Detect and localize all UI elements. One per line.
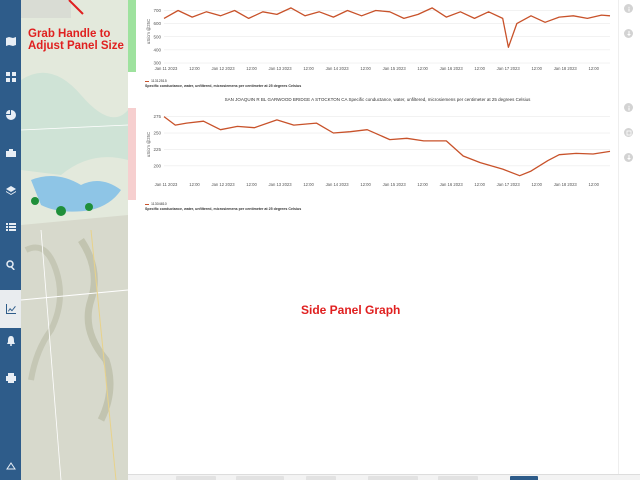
x-tick-label: Jan 13 2023: [269, 66, 293, 71]
grab-handle-top[interactable]: [128, 0, 136, 72]
y-axis-label: uS/cm @25C: [146, 132, 151, 157]
chart-icon[interactable]: [0, 290, 21, 328]
x-tick-label: Jan 14 2023: [326, 182, 350, 187]
x-tick-label: 12:00: [303, 182, 314, 187]
x-tick-label: 12:00: [531, 66, 542, 71]
icon-rail: [0, 0, 21, 480]
map-view[interactable]: Grab Handle to Adjust Panel Size: [21, 0, 128, 480]
pie-icon[interactable]: [0, 104, 21, 126]
y-tick-label: 300: [153, 61, 161, 66]
x-tick-label: Jan 11 2023: [155, 182, 178, 187]
map-graphic: [21, 0, 128, 480]
toolbar-button[interactable]: [176, 476, 216, 480]
x-tick-label: 12:00: [474, 66, 485, 71]
y-tick-label: 400: [153, 47, 161, 52]
chart-2: 200 225 250 275 Jan 11 2023 12:00 Jan 12 2023 1…: [146, 114, 611, 187]
bottom-toolbar: [128, 474, 640, 480]
x-tick-label: 12:00: [189, 182, 200, 187]
x-tick-label: Jan 14 2023: [326, 66, 350, 71]
y-tick-label: 225: [153, 147, 161, 152]
x-tick-label: Jan 15 2023: [383, 182, 407, 187]
x-tick-label: Jan 13 2023: [269, 182, 293, 187]
grab-handle-annotation: Grab Handle to Adjust Panel Size: [28, 28, 124, 52]
x-tick-label: Jan 17 2023: [497, 66, 521, 71]
y-tick-label: 200: [153, 163, 161, 168]
y-tick-label: 250: [153, 131, 161, 136]
toolbar-button[interactable]: [438, 476, 478, 480]
x-tick-label: Jan 15 2023: [383, 66, 407, 71]
y-tick-label: 600: [153, 21, 161, 26]
chart-1: 300 400 500 600 700 Jan 11 2023 12:00 Jan 12 20…: [146, 7, 611, 71]
x-tick-label: Jan 11 2023: [155, 66, 178, 71]
x-tick-label: 12:00: [246, 66, 257, 71]
x-tick-label: Jan 18 2023: [554, 182, 578, 187]
x-tick-label: Jan 17 2023: [497, 182, 521, 187]
collapse-icon[interactable]: [0, 455, 21, 477]
x-tick-label: 12:00: [189, 66, 200, 71]
expand-icon[interactable]: [624, 128, 633, 137]
y-axis-label: uS/cm @25C: [146, 19, 151, 44]
x-tick-label: 12:00: [417, 182, 428, 187]
y-tick-label: 275: [153, 114, 161, 119]
download-icon[interactable]: [624, 153, 633, 162]
info-icon[interactable]: [624, 4, 633, 13]
toolbar-button[interactable]: [236, 476, 284, 480]
x-tick-label: 12:00: [588, 182, 599, 187]
side-panel-annotation: Side Panel Graph: [301, 303, 401, 317]
toolbar-button[interactable]: [368, 476, 418, 480]
map-icon[interactable]: [0, 30, 21, 52]
grab-handle-bottom[interactable]: [128, 108, 136, 200]
x-tick-label: 12:00: [360, 182, 371, 187]
y-tick-label: 700: [153, 8, 161, 13]
grid-icon[interactable]: [0, 66, 21, 88]
site-marker: [31, 197, 39, 205]
bell-icon[interactable]: [0, 330, 21, 352]
print-icon[interactable]: [0, 367, 21, 389]
x-tick-label: Jan 16 2023: [440, 182, 464, 187]
x-tick-label: 12:00: [360, 66, 371, 71]
download-icon[interactable]: [624, 29, 633, 38]
legend-desc: Specific conductance, water, unfiltered,…: [145, 207, 302, 211]
legend-id: 11304810: [151, 202, 167, 206]
series-line: [163, 7, 611, 48]
side-panel: 300 400 500 600 700 Jan 11 2023 12:00 Jan 12 20…: [137, 0, 618, 480]
x-tick-label: 12:00: [246, 182, 257, 187]
chart-2-legend: 11304810 Specific conductance, water, un…: [145, 202, 301, 211]
site-marker: [85, 203, 93, 211]
x-tick-label: 12:00: [303, 66, 314, 71]
legend-id: 11312515: [151, 79, 167, 83]
x-tick-label: Jan 12 2023: [212, 66, 236, 71]
info-icon[interactable]: [624, 103, 633, 112]
x-tick-label: 12:00: [531, 182, 542, 187]
site-marker-selected: [56, 206, 66, 216]
chart-2-title: SAN JOAQUIN R BL GARWOOD BRIDGE A STOCKT…: [224, 97, 531, 102]
briefcase-icon[interactable]: [0, 142, 21, 164]
list-icon[interactable]: [0, 216, 21, 238]
chart-tools-rail: [618, 0, 640, 480]
x-tick-label: Jan 12 2023: [212, 182, 236, 187]
x-tick-label: 12:00: [417, 66, 428, 71]
legend-desc: Specific conductance, water, unfiltered,…: [145, 84, 302, 88]
toolbar-primary-button[interactable]: [510, 476, 538, 480]
y-tick-label: 500: [153, 34, 161, 39]
play-controls[interactable]: [306, 476, 336, 480]
x-tick-label: Jan 18 2023: [554, 66, 578, 71]
layers-icon[interactable]: [0, 179, 21, 201]
x-tick-label: 12:00: [588, 66, 599, 71]
chart-1-legend: 11312515 Specific conductance, water, un…: [145, 79, 301, 88]
search-icon[interactable]: [0, 254, 21, 276]
x-tick-label: 12:00: [474, 182, 485, 187]
series-line: [163, 116, 611, 177]
x-tick-label: Jan 16 2023: [440, 66, 464, 71]
